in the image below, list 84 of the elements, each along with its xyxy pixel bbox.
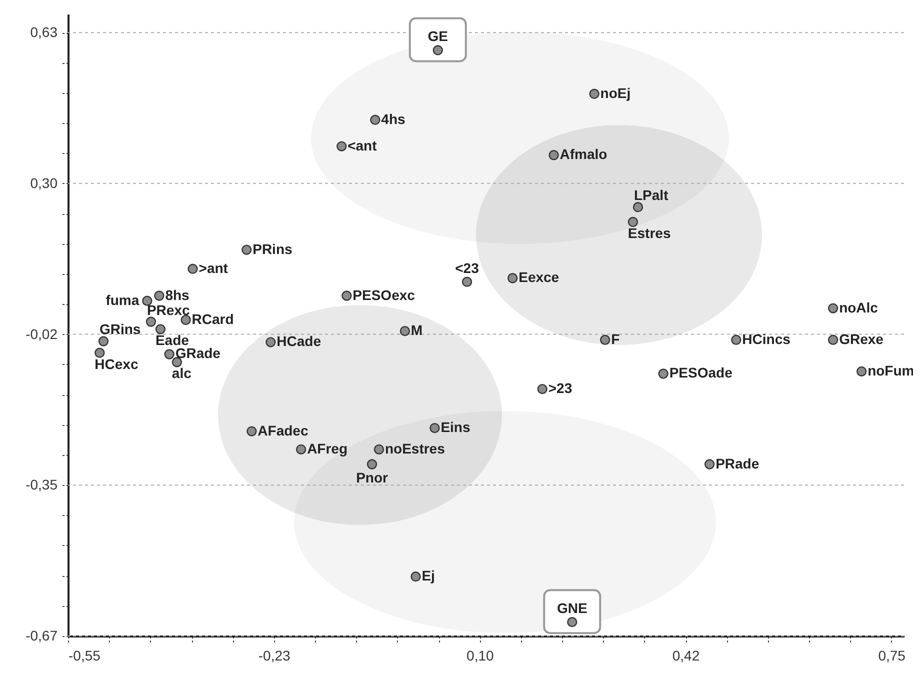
annotation: GE [428, 28, 448, 44]
point [146, 316, 156, 327]
point [172, 357, 182, 368]
point [336, 141, 347, 152]
y-tick-label: -0,35 [26, 476, 58, 493]
annotation: Pnor [356, 469, 388, 486]
point [704, 459, 715, 470]
y-tick-label: -0,02 [26, 326, 58, 342]
point [632, 202, 644, 212]
annotation: >23 [548, 380, 572, 396]
x-tick-label: 0,75 [878, 648, 906, 664]
point [180, 314, 191, 325]
annotation: >ant [198, 260, 228, 276]
annotation: GNE [556, 600, 588, 616]
point [155, 324, 166, 334]
annotation: noFum [868, 362, 914, 378]
point [462, 276, 472, 287]
annotation: GRexe [839, 330, 884, 347]
point [508, 273, 518, 284]
annotation: Ej [422, 568, 435, 584]
annotation: M [410, 322, 423, 338]
annotation: HCincs [742, 330, 791, 347]
annotation: <ant [348, 137, 378, 154]
annotation: GRins [99, 321, 141, 338]
point [98, 336, 109, 346]
annotation: LPalt [634, 187, 669, 204]
annotation: AFreg [307, 440, 348, 456]
annotation: noEstres [384, 440, 446, 456]
annotation: HCexc [94, 356, 138, 372]
x-tick-label: -0,23 [258, 648, 290, 664]
annotation: fuma [106, 292, 140, 308]
annotation: <23 [455, 260, 480, 276]
point [828, 303, 838, 314]
annotation: 8hs [165, 286, 190, 303]
annotation: alc [172, 365, 192, 382]
point [266, 337, 276, 348]
point [154, 290, 164, 301]
annotation: Eins [440, 419, 470, 436]
annotation: noEj [600, 84, 631, 101]
point [731, 334, 742, 345]
annotation: PRins [252, 240, 292, 257]
annotation: Eexce [518, 269, 560, 286]
point [589, 88, 600, 99]
point [400, 326, 410, 336]
point [142, 296, 152, 306]
annotation: RCard [192, 310, 234, 327]
point [374, 444, 384, 454]
annotation: Afmalo [560, 146, 608, 162]
y-tick-label: 0,30 [30, 174, 58, 191]
y-tick-label: -0,67 [26, 628, 58, 644]
point [548, 150, 559, 160]
point [296, 444, 306, 454]
annotation: PESOade [669, 364, 733, 381]
x-tick-label: -0,55 [68, 648, 101, 664]
point [567, 617, 578, 628]
point [246, 426, 257, 436]
point [600, 334, 610, 345]
point [342, 290, 352, 301]
y-tick-label: 0,63 [30, 24, 58, 40]
point [370, 114, 380, 125]
x-tick-label: 0,42 [672, 648, 700, 664]
point [94, 348, 105, 358]
annotation: AFadec [258, 422, 308, 438]
point [537, 384, 548, 394]
point [856, 366, 867, 376]
point [410, 572, 421, 582]
annotation: Estres [628, 224, 671, 241]
point [828, 334, 838, 345]
annotation: noAlc [839, 299, 878, 316]
annotation: F [611, 330, 620, 347]
annotation: PRade [716, 455, 760, 472]
point [432, 45, 443, 56]
annotation: 4hs [381, 110, 406, 127]
x-tick-label: 0,10 [466, 648, 494, 664]
point [242, 244, 252, 255]
point [366, 459, 378, 470]
point [164, 349, 174, 360]
annotation: PESOexc [352, 286, 416, 303]
annotation: HCade [276, 333, 322, 350]
point [430, 422, 440, 434]
annotation: PRexc [146, 302, 190, 318]
point [188, 264, 198, 274]
point [628, 216, 638, 228]
point [658, 368, 668, 379]
